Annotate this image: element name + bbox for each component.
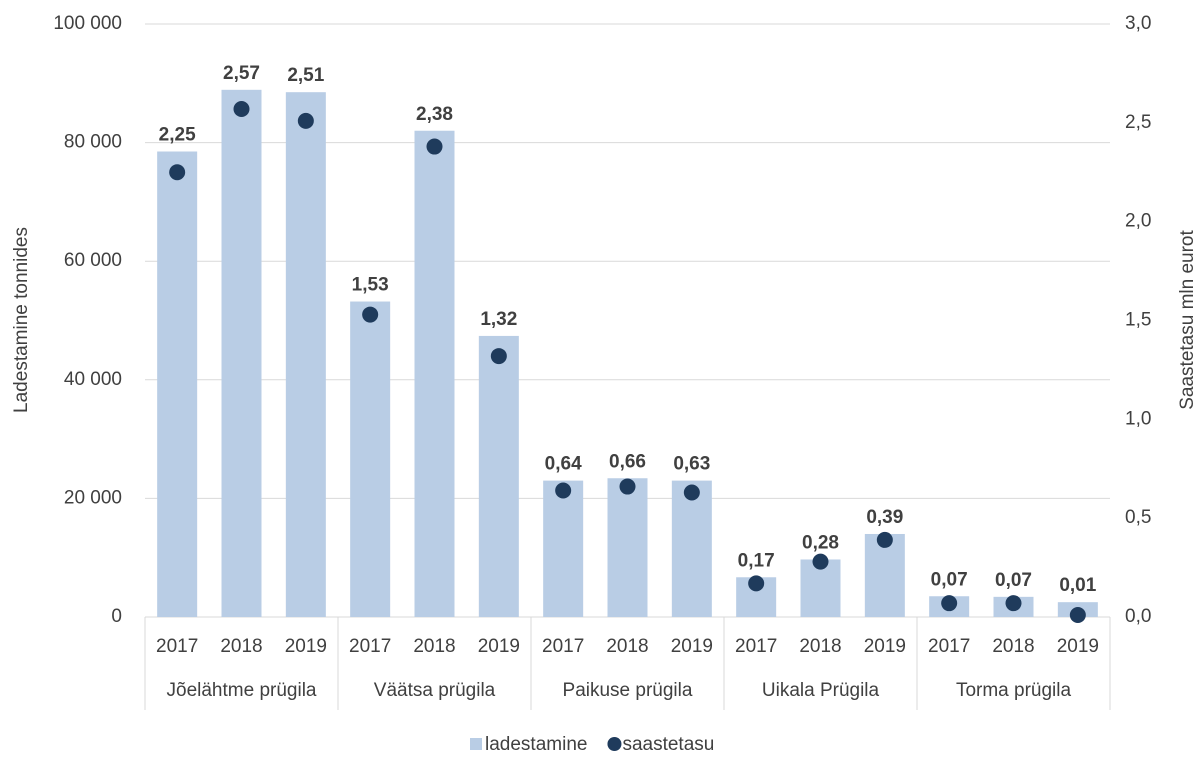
x-tick-label: 2017 [928,636,970,657]
bar [543,480,584,617]
data-label: 1,53 [352,275,389,296]
bar [221,89,262,617]
y-tick-label: 0 [111,606,122,627]
data-label: 0,63 [673,454,710,475]
y2-tick-label: 3,0 [1125,13,1151,34]
x-tick-label: 2019 [285,636,327,657]
y-tick-label: 20 000 [64,487,122,508]
dot [362,306,379,323]
group-label: Torma prügila [956,680,1072,701]
group-label: Paikuse prügila [563,680,693,701]
x-tick-label: 2017 [156,636,198,657]
bar [157,151,198,617]
data-label: 0,07 [995,570,1032,591]
y2-tick-label: 1,0 [1125,408,1151,429]
x-tick-label: 2017 [349,636,391,657]
x-tick-label: 2018 [220,636,262,657]
data-label: 0,39 [866,507,903,528]
data-label: 2,57 [223,63,260,84]
y2-tick-label: 2,0 [1125,211,1151,232]
dot [233,100,250,117]
group-label: Jõelähtme prügila [167,680,317,701]
data-label: 0,01 [1059,575,1096,596]
y-tick-label: 100 000 [53,13,122,34]
legend-swatch [607,737,622,751]
x-tick-label: 2018 [992,636,1034,657]
legend-label: ladestamine [485,734,587,755]
y2-tick-label: 0,5 [1125,507,1151,528]
y-tick-label: 80 000 [64,132,122,153]
dot [748,575,765,592]
y-tick-label: 40 000 [64,369,122,390]
bar [671,480,712,617]
x-tick-label: 2018 [606,636,648,657]
data-label: 2,51 [287,65,324,86]
bar [607,478,648,617]
dot [941,595,958,612]
dot [426,138,443,155]
x-tick-label: 2017 [542,636,584,657]
dot [1069,607,1086,624]
x-tick-label: 2019 [864,636,906,657]
bar [350,301,391,617]
bar [478,335,519,617]
bar [414,130,455,618]
x-tick-label: 2017 [735,636,777,657]
data-label: 0,64 [545,454,582,475]
dot [812,553,829,570]
y2-tick-label: 2,5 [1125,112,1151,133]
y-axis-title: Ladestamine tonnides [11,227,32,413]
x-tick-label: 2018 [413,636,455,657]
dot [297,112,314,129]
bar [285,92,326,617]
data-label: 1,32 [480,309,517,330]
group-label: Uikala Prügila [762,680,880,701]
data-label: 0,66 [609,451,646,472]
dot [619,478,636,495]
x-tick-label: 2019 [671,636,713,657]
y-tick-label: 60 000 [64,250,122,271]
data-label: 2,25 [159,125,196,146]
dot [683,484,700,501]
dot [555,482,572,499]
data-label: 0,28 [802,532,839,553]
y2-tick-label: 0,0 [1125,606,1151,627]
x-tick-label: 2018 [799,636,841,657]
y2-tick-label: 1,5 [1125,310,1151,331]
dot [169,164,186,181]
x-tick-label: 2019 [1057,636,1099,657]
dot [490,348,507,365]
legend-swatch [470,738,482,750]
y2-axis-title: Saastetasu mln eurot [1177,230,1198,410]
legend-label: saastetasu [622,734,714,755]
dot [1005,595,1022,612]
dot [876,531,893,548]
group-label: Väätsa prügila [374,680,496,701]
x-tick-label: 2019 [478,636,520,657]
data-label: 0,17 [738,550,775,571]
data-label: 2,38 [416,104,453,125]
data-label: 0,07 [931,569,968,590]
